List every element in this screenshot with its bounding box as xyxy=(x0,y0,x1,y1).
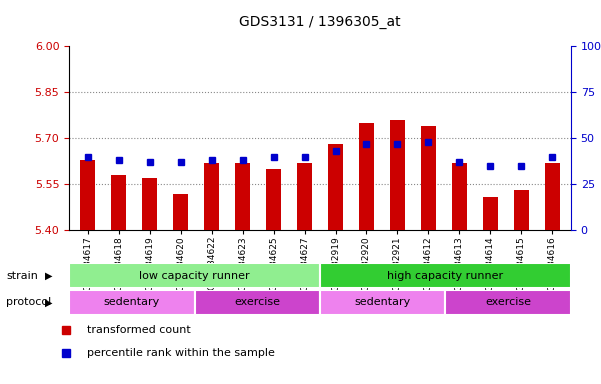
Bar xyxy=(421,126,436,230)
Bar xyxy=(173,194,188,230)
Text: transformed count: transformed count xyxy=(87,325,191,335)
Bar xyxy=(389,120,405,230)
Bar xyxy=(204,163,219,230)
Text: protocol: protocol xyxy=(6,297,51,308)
Bar xyxy=(142,178,157,230)
Bar xyxy=(195,290,320,315)
Bar xyxy=(80,160,96,230)
Bar xyxy=(69,290,195,315)
Bar xyxy=(69,263,320,288)
Text: low capacity runner: low capacity runner xyxy=(139,270,250,281)
Bar xyxy=(452,163,467,230)
Bar xyxy=(359,123,374,230)
Bar xyxy=(514,190,529,230)
Text: sedentary: sedentary xyxy=(355,297,411,308)
Bar xyxy=(235,163,251,230)
Text: GDS3131 / 1396305_at: GDS3131 / 1396305_at xyxy=(239,15,401,29)
Text: high capacity runner: high capacity runner xyxy=(388,270,504,281)
Bar xyxy=(266,169,281,230)
Bar xyxy=(111,175,126,230)
Text: exercise: exercise xyxy=(485,297,531,308)
Bar xyxy=(320,263,571,288)
Bar xyxy=(320,290,445,315)
Text: sedentary: sedentary xyxy=(104,297,160,308)
Bar xyxy=(297,163,313,230)
Bar xyxy=(445,290,571,315)
Bar xyxy=(545,163,560,230)
Text: ▶: ▶ xyxy=(45,270,52,281)
Text: strain: strain xyxy=(6,270,38,281)
Bar xyxy=(328,144,343,230)
Bar xyxy=(483,197,498,230)
Text: percentile rank within the sample: percentile rank within the sample xyxy=(87,348,275,358)
Text: exercise: exercise xyxy=(234,297,280,308)
Text: ▶: ▶ xyxy=(45,297,52,308)
